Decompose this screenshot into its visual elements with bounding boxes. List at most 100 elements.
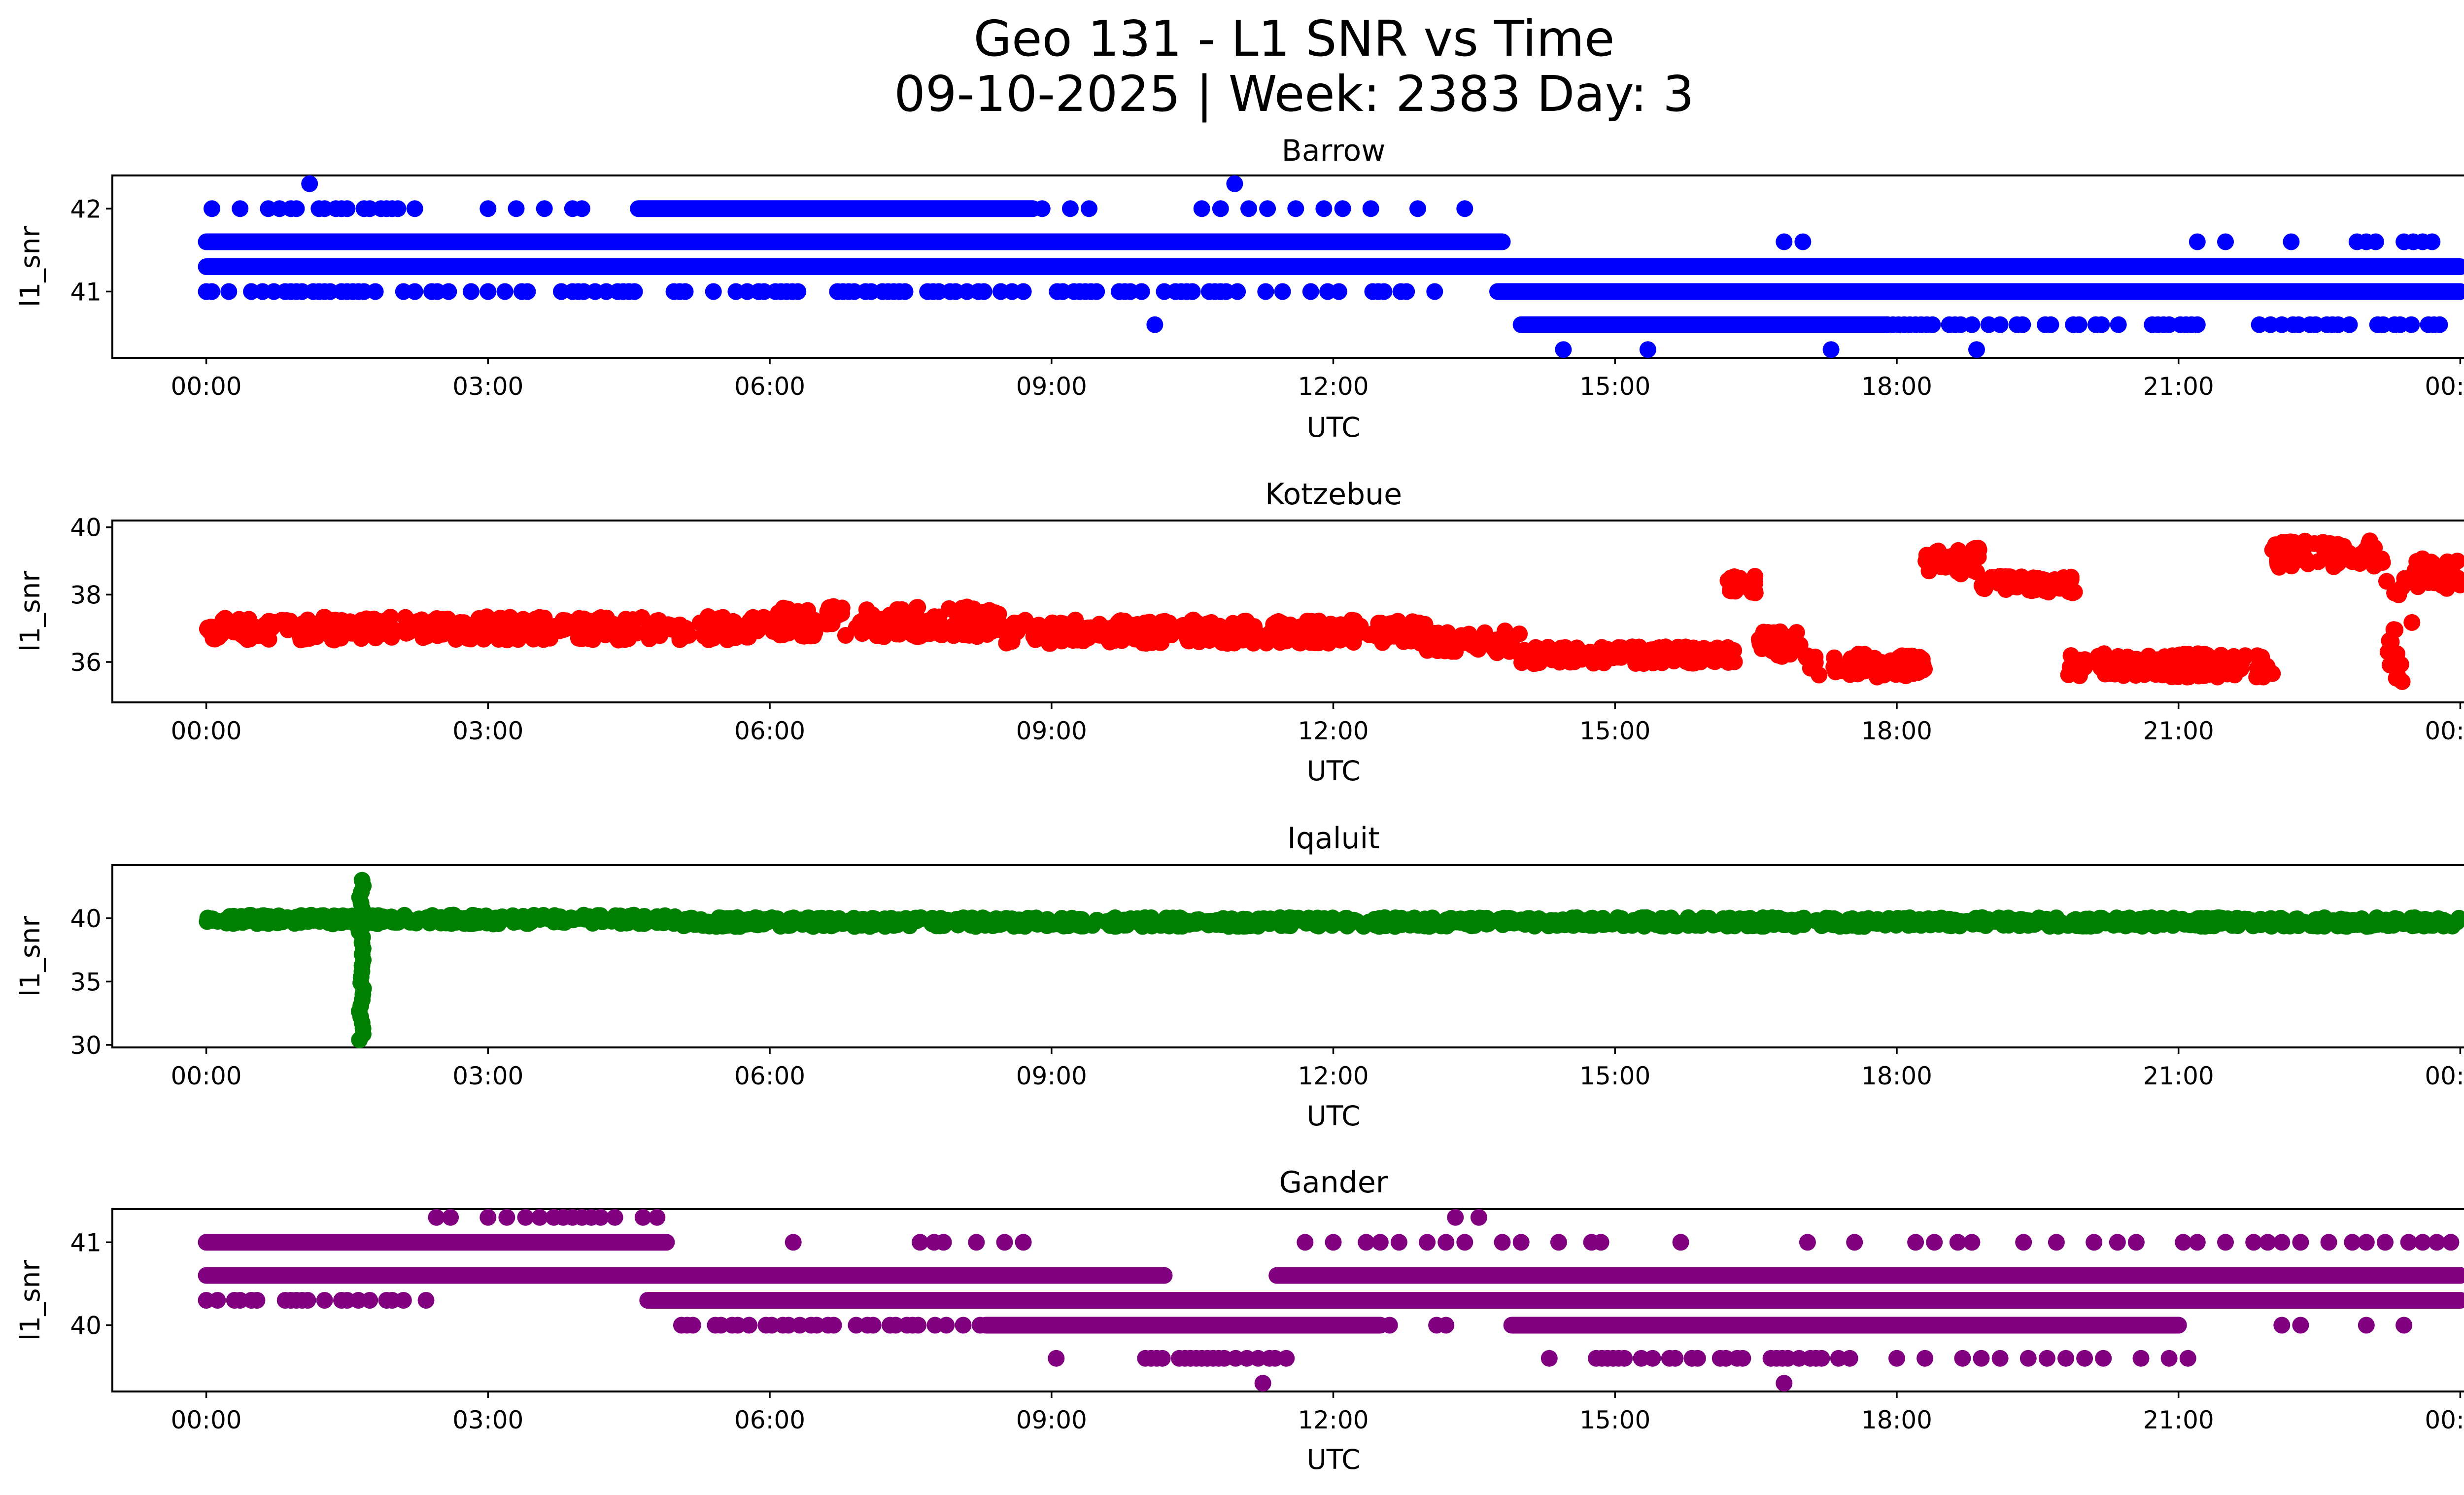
x-tick-label: 21:00 [2143, 717, 2214, 745]
x-tick-label: 12:00 [1298, 372, 1369, 401]
data-point-1330 [2106, 665, 2123, 683]
data-point-301 [428, 610, 445, 627]
data-point-116 [2414, 1234, 2431, 1251]
y-ticks-barrow: 41 42 [70, 195, 112, 306]
data-point-56 [442, 1209, 459, 1226]
data-point-30 [1081, 200, 1097, 217]
x-tick-label: 06:00 [734, 1406, 805, 1434]
data-point-1380 [2385, 917, 2402, 934]
data-point-76 [968, 1234, 985, 1251]
data-point-506 [926, 608, 943, 625]
data-point-227 [279, 621, 297, 638]
y-tick-label: 40 [70, 904, 102, 933]
data-point-205 [2283, 233, 2300, 250]
data-point-762 [1155, 623, 1172, 640]
x-tick-label: 03:00 [452, 717, 523, 745]
data-point-170 [2070, 316, 2088, 333]
data-point-1102 [1895, 657, 1912, 674]
data-point-133 [1184, 283, 1201, 300]
data-point-181 [2189, 316, 2206, 333]
data-point-1195 [2053, 571, 2070, 589]
data-point-1419 [1064, 910, 1081, 927]
data-point-1320 [2119, 653, 2136, 670]
x-ticks-kotzebue: 00:00 03:00 06:00 09:00 12:00 15:00 18:00 21:00… [171, 702, 2464, 745]
data-point-1419 [2388, 669, 2405, 687]
data-point-505 [945, 627, 962, 644]
data-point-97 [1949, 1234, 1966, 1251]
x-tick-label: 21:00 [2143, 1062, 2214, 1090]
data-point-1199 [1997, 568, 2014, 585]
data-point-171 [1841, 1350, 1858, 1367]
data-point-1367 [2263, 918, 2280, 935]
y-axis-label-iqaluit: l1_snr [14, 916, 46, 997]
data-point-66 [592, 1209, 609, 1226]
data-point-1423 [853, 917, 870, 934]
data-point-27 [573, 200, 590, 217]
data-point-1323 [2154, 666, 2171, 684]
data-point-834 [1511, 626, 1528, 642]
data-point-178 [1991, 1350, 2009, 1367]
data-point-1439 [2200, 916, 2217, 933]
data-point-204 [2217, 233, 2234, 250]
data-point-1361 [781, 913, 798, 931]
data-point-482 [900, 616, 917, 633]
data-point-24 [508, 200, 525, 217]
data-point-739 [1265, 616, 1282, 633]
data-point-32 [1212, 200, 1229, 217]
data-point-33 [741, 1317, 758, 1334]
data-point-1370 [1173, 910, 1190, 927]
x-ticks-barrow: 00:00 03:00 06:00 09:00 12:00 15:00 18:00 21:00… [171, 358, 2464, 401]
y-tick-label: 42 [70, 195, 102, 223]
x-axis-label-gander: UTC [1306, 1444, 1360, 1475]
data-point-10 [288, 200, 305, 217]
data-point-1437 [963, 909, 981, 927]
data-point-976 [1634, 646, 1650, 663]
data-point-1409 [1029, 913, 1047, 931]
data-point-1451 [2438, 580, 2456, 597]
data-point-1350 [2048, 909, 2065, 927]
data-point-103 [2127, 1234, 2145, 1251]
data-point-72 [785, 1234, 802, 1251]
data-point-1399 [2360, 550, 2377, 567]
x-tick-label: 00:00 [2425, 1406, 2464, 1434]
data-point-53 [955, 1317, 972, 1334]
data-point-29 [1061, 200, 1079, 217]
data-point-275 [546, 913, 563, 931]
data-point-95 [1907, 1234, 1924, 1251]
panel-iqaluit: Iqaluit 30 35 40 00:00 03:00 06:00 09:00 12:00… [14, 821, 2464, 1132]
data-point-102 [2109, 1234, 2126, 1251]
data-point-75 [935, 1234, 952, 1251]
data-point-242 [633, 609, 650, 626]
data-point-213 [1146, 316, 1164, 333]
y-ticks-iqaluit: 30 35 40 [70, 904, 112, 1060]
panel-title-gander: Gander [1279, 1165, 1388, 1200]
data-point-766 [1208, 627, 1225, 644]
data-point-1308 [2245, 917, 2262, 935]
y-tick-label: 30 [70, 1031, 102, 1060]
x-tick-label: 06:00 [734, 1062, 805, 1090]
data-point-117 [2428, 1234, 2445, 1251]
data-point-764 [1306, 624, 1324, 641]
data-point-1424 [1424, 909, 1441, 927]
x-tick-label: 12:00 [1298, 1062, 1369, 1090]
data-point-760 [1195, 629, 1212, 647]
x-tick-label: 00:00 [171, 1406, 242, 1434]
data-point-777 [1120, 628, 1137, 646]
y-tick-label: 40 [70, 1311, 102, 1340]
data-point-89 [1550, 1234, 1567, 1251]
data-point-995 [1731, 570, 1748, 587]
data-point-175 [1916, 1350, 1934, 1367]
data-point-719 [1263, 629, 1280, 646]
data-point-38 [1362, 200, 1379, 217]
data-point-96 [1926, 1234, 1943, 1251]
data-point-1084 [1876, 666, 1893, 684]
data-point-55 [428, 1209, 445, 1226]
data-point-312 [490, 622, 508, 639]
data-point-1468 [353, 871, 371, 889]
data-point-836 [1487, 643, 1505, 660]
data-point-183 [2095, 1350, 2112, 1367]
data-point-181 [2057, 1350, 2074, 1367]
data-point-962 [1531, 654, 1548, 671]
scatter-points-gander [198, 1209, 2464, 1392]
